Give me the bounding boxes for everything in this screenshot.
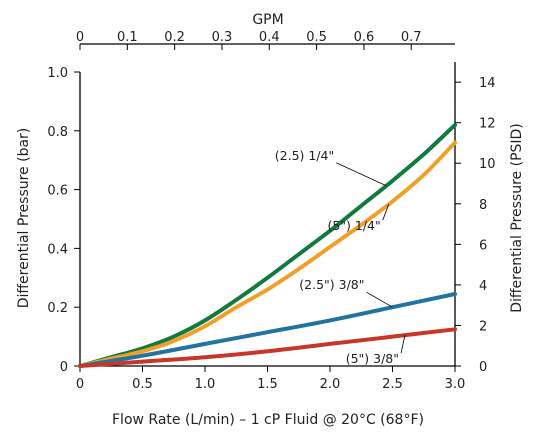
series-label: (5") 3/8" <box>346 351 399 366</box>
series-line-1 <box>78 140 457 368</box>
series-line-3 <box>78 327 457 368</box>
leader-line <box>336 162 387 187</box>
x2-tick-label: 0.6 <box>354 30 375 45</box>
y2-axis-title: Differential Pressure (PSID) <box>509 123 525 313</box>
x-tick-label: 2.5 <box>382 377 403 392</box>
leader-line <box>400 335 406 354</box>
x-tick-label: 0.5 <box>132 377 153 392</box>
series-label: (2.5") 3/8" <box>299 277 364 292</box>
y2-tick-label: 8 <box>479 198 487 213</box>
x-tick-label: 3.0 <box>445 377 466 392</box>
x-tick-label: 1.5 <box>257 377 278 392</box>
y2-tick-label: 0 <box>479 360 487 375</box>
x2-axis-title: GPM <box>252 12 283 28</box>
series-label: (2.5) 1/4" <box>275 148 334 163</box>
y-tick-label: 0 <box>60 360 68 375</box>
x-axis-title: Flow Rate (L/min) – 1 cP Fluid @ 20°C (6… <box>112 412 424 428</box>
x2-tick-label: 0.5 <box>306 30 327 45</box>
y2-tick-label: 14 <box>479 76 496 91</box>
x2-tick-label: 0.1 <box>117 30 138 45</box>
x2-tick-label: 0.2 <box>164 30 185 45</box>
axes: 0 0.5 1.0 1.5 2.0 2.5 3.0 0 0.2 0.4 0.6 0.8 1.0 0 0.1 0… <box>47 30 495 392</box>
y-tick-label: 0.2 <box>47 301 68 316</box>
leader-line <box>382 204 390 221</box>
y2-tick-label: 6 <box>479 238 487 253</box>
y-tick-label: 0.6 <box>47 184 68 199</box>
y2-tick-label: 10 <box>479 157 496 172</box>
x-tick-label: 0 <box>76 377 84 392</box>
y-tick-label: 0.4 <box>47 242 68 257</box>
series-label: (5") 1/4" <box>327 218 380 233</box>
x-tick-label: 2.0 <box>320 377 341 392</box>
x2-tick-label: 0.4 <box>259 30 280 45</box>
x2-tick-label: 0 <box>76 30 84 45</box>
series-line-0 <box>78 122 457 368</box>
y-tick-label: 1.0 <box>47 66 68 81</box>
leader-line <box>366 291 393 308</box>
y-tick-label: 0.8 <box>47 125 68 140</box>
y2-tick-label: 2 <box>479 319 487 334</box>
y-axis-title: Differential Pressure (bar) <box>16 128 32 309</box>
x2-tick-label: 0.3 <box>212 30 233 45</box>
x2-tick-label: 0.7 <box>401 30 422 45</box>
series-layer <box>78 122 457 368</box>
y2-tick-label: 12 <box>479 117 496 132</box>
x-tick-label: 1.0 <box>195 377 216 392</box>
annotation-layer: (2.5) 1/4" (5") 1/4" (2.5") 3/8" (5") 3/8" <box>275 148 406 366</box>
y2-tick-label: 4 <box>479 279 487 294</box>
